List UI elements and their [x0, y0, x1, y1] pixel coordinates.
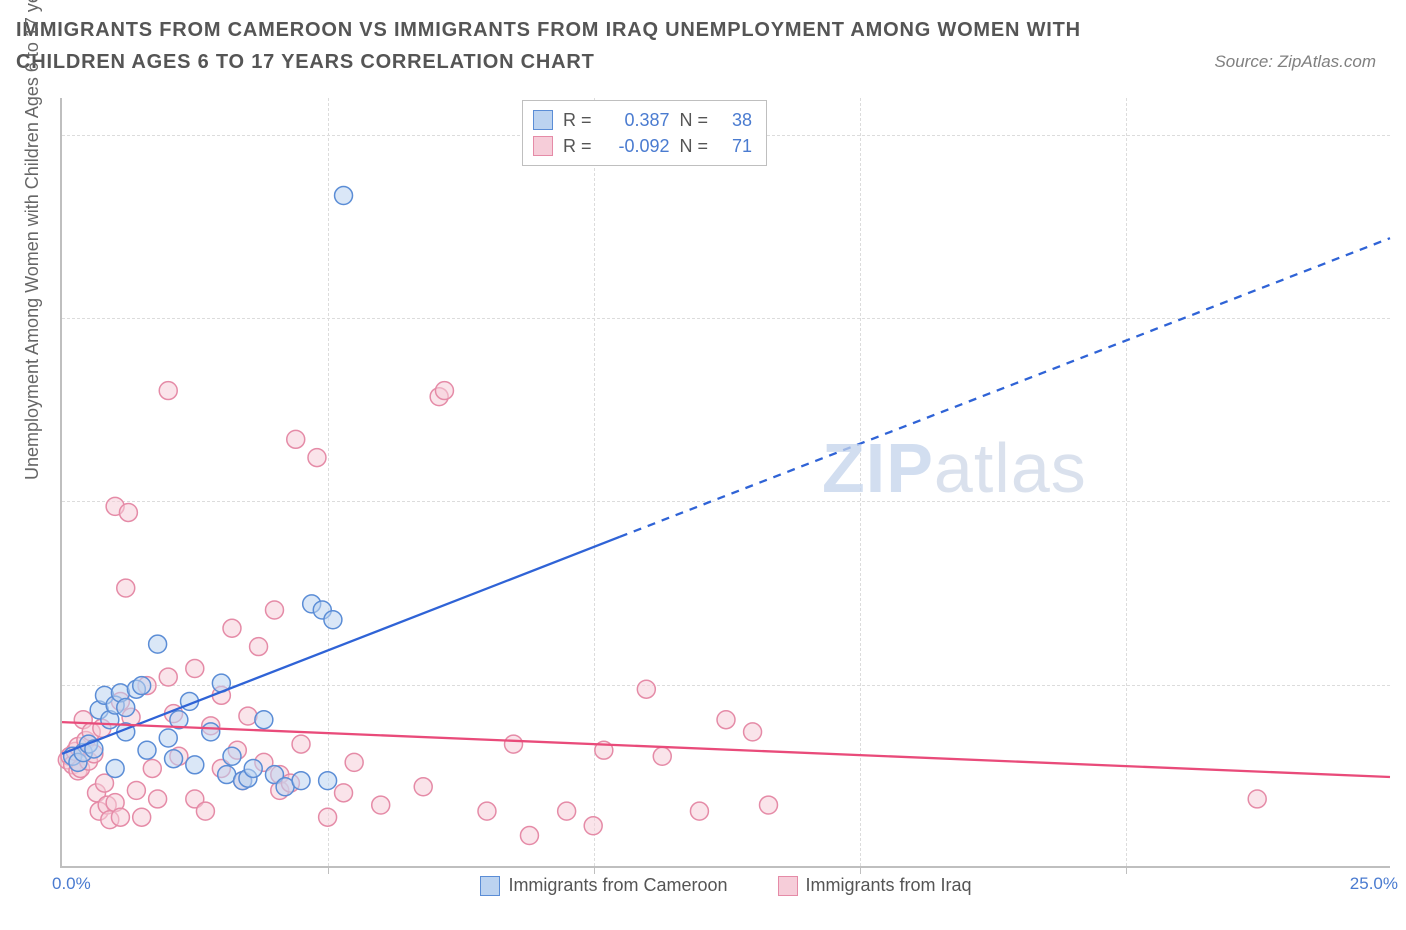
data-point	[335, 187, 353, 205]
data-point	[159, 382, 177, 400]
legend-label-cameroon: Immigrants from Cameroon	[508, 875, 727, 896]
data-point	[717, 711, 735, 729]
data-point	[143, 759, 161, 777]
chart-title: IMMIGRANTS FROM CAMEROON VS IMMIGRANTS F…	[16, 14, 1116, 78]
data-point	[372, 796, 390, 814]
x-minor-tick	[328, 866, 329, 874]
data-point	[265, 601, 283, 619]
trend-line	[62, 537, 620, 754]
data-point	[223, 747, 241, 765]
series-legend: Immigrants from Cameroon Immigrants from…	[62, 875, 1390, 896]
data-point	[133, 808, 151, 826]
data-point	[520, 827, 538, 845]
y-tick: 45.0%	[1400, 308, 1406, 328]
data-point	[127, 781, 145, 799]
data-point	[308, 449, 326, 467]
data-point	[117, 579, 135, 597]
data-point	[223, 619, 241, 637]
data-point	[159, 668, 177, 686]
data-point	[478, 802, 496, 820]
data-point	[637, 680, 655, 698]
x-minor-tick	[594, 866, 595, 874]
data-point	[292, 772, 310, 790]
data-point	[505, 735, 523, 753]
legend-n-cameroon: 38	[718, 107, 752, 133]
data-point	[159, 729, 177, 747]
data-point	[165, 750, 183, 768]
data-point	[414, 778, 432, 796]
data-point	[239, 707, 257, 725]
data-point	[119, 503, 137, 521]
legend-r-prefix: R =	[563, 133, 592, 159]
scatter-plot	[62, 98, 1390, 866]
data-point	[186, 756, 204, 774]
data-point	[186, 660, 204, 678]
data-point	[690, 802, 708, 820]
data-point	[1248, 790, 1266, 808]
chart-frame: ZIPatlas 15.0%30.0%45.0%60.0% R = 0.387 …	[60, 98, 1390, 868]
data-point	[584, 817, 602, 835]
data-point	[250, 638, 268, 656]
data-point	[292, 735, 310, 753]
plot-area: ZIPatlas 15.0%30.0%45.0%60.0% R = 0.387 …	[60, 98, 1390, 868]
legend-r-prefix: R =	[563, 107, 592, 133]
data-point	[149, 790, 167, 808]
y-tick: 60.0%	[1400, 125, 1406, 145]
data-point	[133, 677, 151, 695]
y-tick: 15.0%	[1400, 675, 1406, 695]
data-point	[138, 741, 156, 759]
data-point	[760, 796, 778, 814]
correlation-legend: R = 0.387 N = 38 R = -0.092 N = 71	[522, 100, 767, 166]
swatch-iraq	[533, 136, 553, 156]
swatch-cameroon	[480, 876, 500, 896]
data-point	[106, 759, 124, 777]
x-minor-tick	[1126, 866, 1127, 874]
legend-n-prefix: N =	[680, 107, 709, 133]
legend-label-iraq: Immigrants from Iraq	[806, 875, 972, 896]
legend-r-cameroon: 0.387	[602, 107, 670, 133]
data-point	[287, 430, 305, 448]
swatch-cameroon	[533, 110, 553, 130]
data-point	[255, 711, 273, 729]
legend-row-cameroon: R = 0.387 N = 38	[533, 107, 752, 133]
data-point	[744, 723, 762, 741]
legend-item-iraq: Immigrants from Iraq	[778, 875, 972, 896]
legend-n-prefix: N =	[680, 133, 709, 159]
data-point	[117, 699, 135, 717]
data-point	[345, 753, 363, 771]
x-minor-tick	[860, 866, 861, 874]
data-point	[319, 808, 337, 826]
data-point	[202, 723, 220, 741]
data-point	[335, 784, 353, 802]
data-point	[196, 802, 214, 820]
trend-line	[620, 238, 1390, 537]
data-point	[653, 747, 671, 765]
source-label: Source: ZipAtlas.com	[1214, 52, 1376, 72]
data-point	[244, 759, 262, 777]
legend-n-iraq: 71	[718, 133, 752, 159]
legend-row-iraq: R = -0.092 N = 71	[533, 133, 752, 159]
legend-item-cameroon: Immigrants from Cameroon	[480, 875, 727, 896]
data-point	[324, 611, 342, 629]
legend-r-iraq: -0.092	[602, 133, 670, 159]
y-axis-label: Unemployment Among Women with Children A…	[22, 0, 43, 480]
y-tick: 30.0%	[1400, 491, 1406, 511]
data-point	[149, 635, 167, 653]
swatch-iraq	[778, 876, 798, 896]
data-point	[435, 382, 453, 400]
data-point	[111, 808, 129, 826]
data-point	[558, 802, 576, 820]
data-point	[319, 772, 337, 790]
